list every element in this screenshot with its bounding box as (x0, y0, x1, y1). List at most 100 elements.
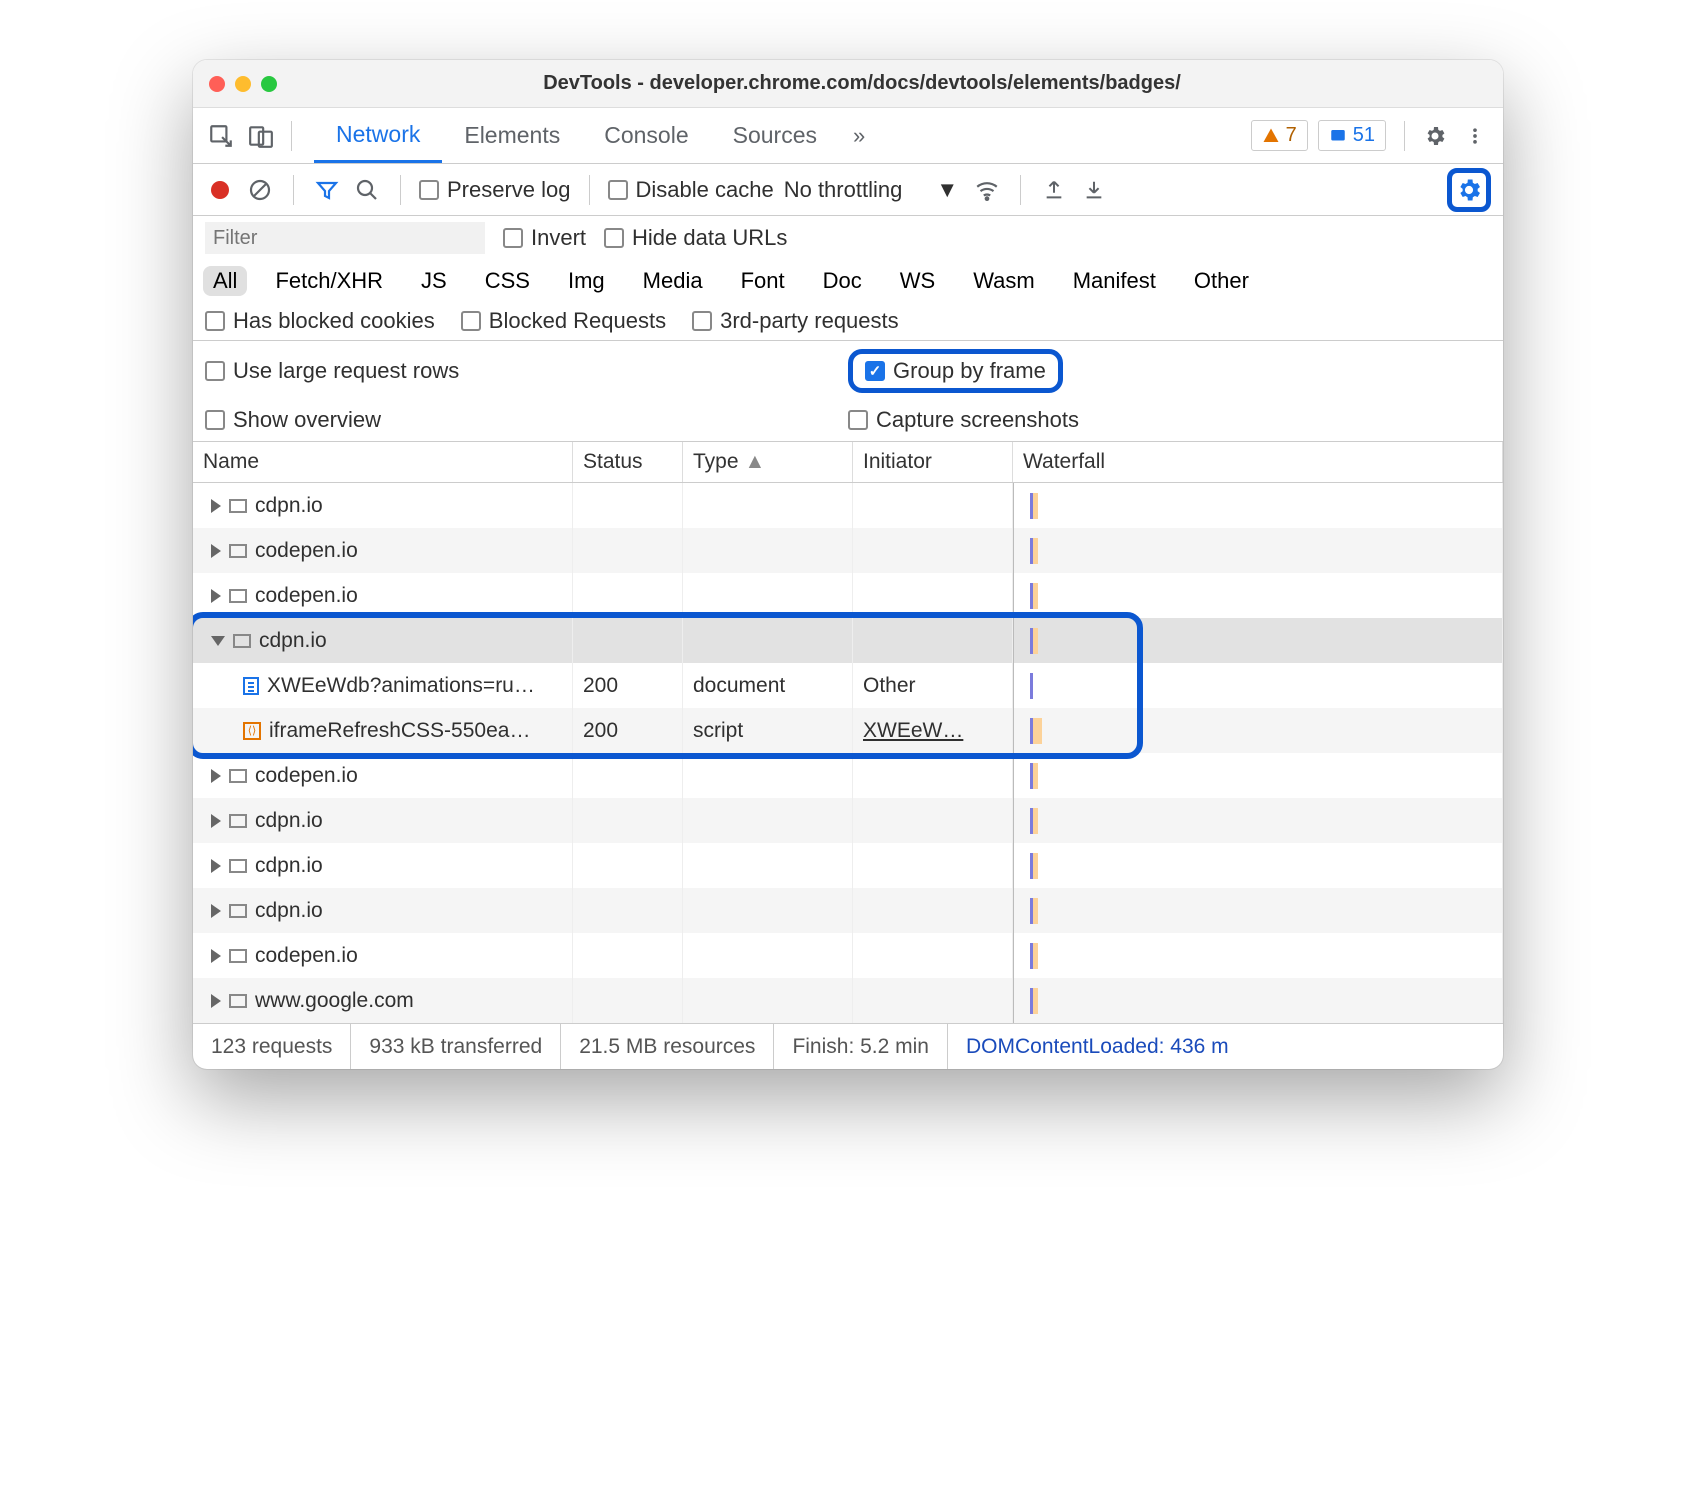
blocked-cookies-checkbox[interactable]: Has blocked cookies (205, 308, 435, 334)
waterfall-bar (1030, 763, 1038, 789)
settings-icon[interactable] (1417, 118, 1453, 154)
col-name[interactable]: Name (193, 442, 573, 482)
table-body: cdpn.iocodepen.iocodepen.iocdpn.ioXWEeWd… (193, 483, 1503, 1023)
initiator-cell (853, 483, 1013, 528)
third-party-checkbox[interactable]: 3rd-party requests (692, 308, 899, 334)
throttling-select[interactable]: No throttling▼ (784, 177, 962, 203)
request-row[interactable]: XWEeWdb?animations=ru…200documentOther (193, 663, 1503, 708)
col-initiator[interactable]: Initiator (853, 442, 1013, 482)
tab-elements[interactable]: Elements (442, 108, 582, 163)
frame-row[interactable]: codepen.io (193, 933, 1503, 978)
show-overview-checkbox[interactable]: Show overview (205, 407, 848, 433)
disclosure-icon[interactable] (211, 994, 221, 1008)
filter-icon[interactable] (312, 175, 342, 205)
disclosure-icon[interactable] (211, 904, 221, 918)
status-cell (573, 753, 683, 798)
preserve-log-checkbox[interactable]: Preserve log (419, 177, 571, 203)
status-cell (573, 798, 683, 843)
disclosure-icon[interactable] (211, 769, 221, 783)
disclosure-icon[interactable] (211, 589, 221, 603)
search-icon[interactable] (352, 175, 382, 205)
frame-label: cdpn.io (255, 809, 323, 833)
warnings-badge[interactable]: 7 (1251, 120, 1308, 151)
frame-icon (229, 859, 247, 873)
disclosure-icon[interactable] (211, 859, 221, 873)
frame-row[interactable]: www.google.com (193, 978, 1503, 1023)
record-button[interactable] (205, 175, 235, 205)
blocked-requests-checkbox[interactable]: Blocked Requests (461, 308, 666, 334)
capture-screenshots-checkbox[interactable]: Capture screenshots (848, 407, 1491, 433)
type-filter-font[interactable]: Font (731, 266, 795, 296)
frame-icon (229, 499, 247, 513)
frame-row[interactable]: cdpn.io (193, 798, 1503, 843)
kebab-menu-icon[interactable] (1457, 118, 1493, 154)
type-cell (683, 483, 853, 528)
type-cell (683, 798, 853, 843)
request-row[interactable]: ⟨⟩iframeRefreshCSS-550ea…200scriptXWEeW… (193, 708, 1503, 753)
disclosure-icon[interactable] (211, 949, 221, 963)
frame-icon (229, 814, 247, 828)
waterfall-cell (1013, 573, 1503, 618)
waterfall-bar (1030, 538, 1038, 564)
waterfall-bar (1030, 943, 1038, 969)
type-filter-manifest[interactable]: Manifest (1063, 266, 1166, 296)
doc-icon (243, 677, 259, 695)
frame-label: codepen.io (255, 944, 358, 968)
waterfall-cell (1013, 888, 1503, 933)
type-filter-media[interactable]: Media (633, 266, 713, 296)
device-toggle-icon[interactable] (243, 118, 279, 154)
col-status[interactable]: Status (573, 442, 683, 482)
large-rows-checkbox[interactable]: Use large request rows (205, 349, 848, 393)
frame-icon (229, 544, 247, 558)
tab-sources[interactable]: Sources (711, 108, 839, 163)
type-filter-fetchxhr[interactable]: Fetch/XHR (265, 266, 393, 296)
warn-count: 7 (1286, 124, 1297, 147)
invert-checkbox[interactable]: Invert (503, 225, 586, 251)
more-tabs-icon[interactable]: » (839, 123, 879, 149)
frame-row[interactable]: cdpn.io (193, 618, 1503, 663)
col-type[interactable]: Type▲ (683, 442, 853, 482)
hide-data-urls-checkbox[interactable]: Hide data URLs (604, 225, 787, 251)
disclosure-icon[interactable] (211, 544, 221, 558)
type-cell (683, 843, 853, 888)
frame-row[interactable]: cdpn.io (193, 483, 1503, 528)
disclosure-icon[interactable] (211, 499, 221, 513)
close-window-icon[interactable] (209, 76, 225, 92)
frame-row[interactable]: codepen.io (193, 573, 1503, 618)
initiator-link[interactable]: XWEeW… (863, 719, 963, 743)
status-cell (573, 528, 683, 573)
type-filter-all[interactable]: All (203, 266, 247, 296)
frame-row[interactable]: cdpn.io (193, 843, 1503, 888)
disclosure-icon[interactable] (211, 814, 221, 828)
issues-badge[interactable]: 51 (1318, 120, 1386, 151)
initiator-cell (853, 978, 1013, 1023)
clear-icon[interactable] (245, 175, 275, 205)
type-filter-other[interactable]: Other (1184, 266, 1259, 296)
import-har-icon[interactable] (1039, 175, 1069, 205)
network-settings-icon[interactable] (1447, 168, 1491, 212)
type-filter-wasm[interactable]: Wasm (963, 266, 1045, 296)
type-filter-js[interactable]: JS (411, 266, 457, 296)
tab-network[interactable]: Network (314, 108, 442, 163)
disable-cache-checkbox[interactable]: Disable cache (608, 177, 774, 203)
frame-row[interactable]: codepen.io (193, 528, 1503, 573)
type-filter-ws[interactable]: WS (890, 266, 945, 296)
frame-icon (229, 904, 247, 918)
inspect-icon[interactable] (203, 118, 239, 154)
frame-row[interactable]: codepen.io (193, 753, 1503, 798)
group-by-frame-checkbox[interactable]: Group by frame (865, 358, 1046, 384)
zoom-window-icon[interactable] (261, 76, 277, 92)
frame-label: cdpn.io (259, 629, 327, 653)
type-filter-img[interactable]: Img (558, 266, 615, 296)
frame-row[interactable]: cdpn.io (193, 888, 1503, 933)
network-conditions-icon[interactable] (972, 175, 1002, 205)
type-cell (683, 528, 853, 573)
export-har-icon[interactable] (1079, 175, 1109, 205)
disclosure-icon[interactable] (211, 636, 225, 646)
type-filter-doc[interactable]: Doc (813, 266, 872, 296)
filter-input[interactable] (205, 222, 485, 254)
minimize-window-icon[interactable] (235, 76, 251, 92)
tab-console[interactable]: Console (582, 108, 710, 163)
type-filter-css[interactable]: CSS (475, 266, 540, 296)
col-waterfall[interactable]: Waterfall (1013, 442, 1503, 482)
